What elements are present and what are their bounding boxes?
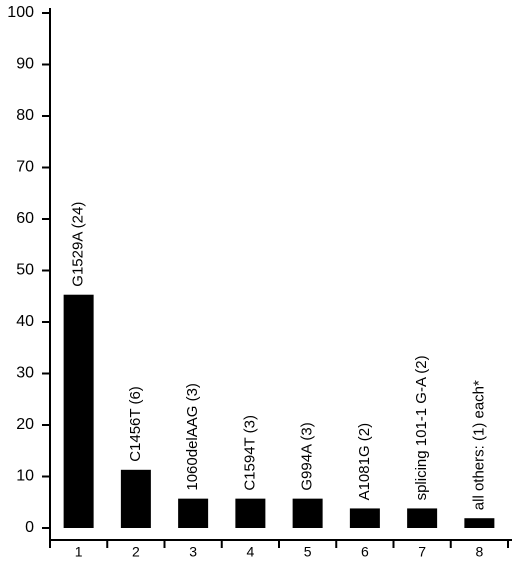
x-tick-label: 5 (304, 544, 312, 560)
x-tick-label: 6 (361, 544, 369, 560)
bar (178, 498, 209, 528)
bar (63, 294, 94, 528)
bar-label: G994A (3) (299, 422, 316, 490)
bar (464, 518, 495, 528)
bar (349, 508, 380, 528)
bar (235, 498, 266, 528)
y-tick-label: 60 (16, 210, 34, 227)
y-tick-label: 100 (7, 4, 34, 21)
x-tick-label: 2 (132, 544, 140, 560)
x-tick-label: 8 (475, 544, 483, 560)
x-tick-label: 7 (418, 544, 426, 560)
bar (407, 508, 438, 528)
y-tick-label: 80 (16, 107, 34, 124)
y-tick-label: 30 (16, 365, 34, 382)
x-tick-label: 3 (189, 544, 197, 560)
y-tick-label: 50 (16, 262, 34, 279)
bar-label: A1081G (2) (356, 423, 373, 501)
y-tick-label: 10 (16, 468, 34, 485)
y-tick-label: 90 (16, 56, 34, 73)
bar (120, 469, 151, 528)
x-tick-label: 4 (246, 544, 254, 560)
y-tick-label: 0 (25, 519, 34, 536)
bar (292, 498, 323, 528)
y-tick-label: 40 (16, 313, 34, 330)
bar-label: C1594T (3) (241, 415, 258, 491)
x-tick-label: 1 (75, 544, 83, 560)
bar-label: 1060delAAG (3) (184, 383, 201, 491)
y-tick-label: 70 (16, 159, 34, 176)
y-tick-label: 20 (16, 416, 34, 433)
bar-label: C1456T (6) (127, 386, 144, 462)
bar-label: all others: (1) each* (470, 380, 487, 510)
bar-label: splicing 101-1 G-A (2) (413, 355, 430, 500)
bar-label: G1529A (24) (70, 202, 87, 287)
